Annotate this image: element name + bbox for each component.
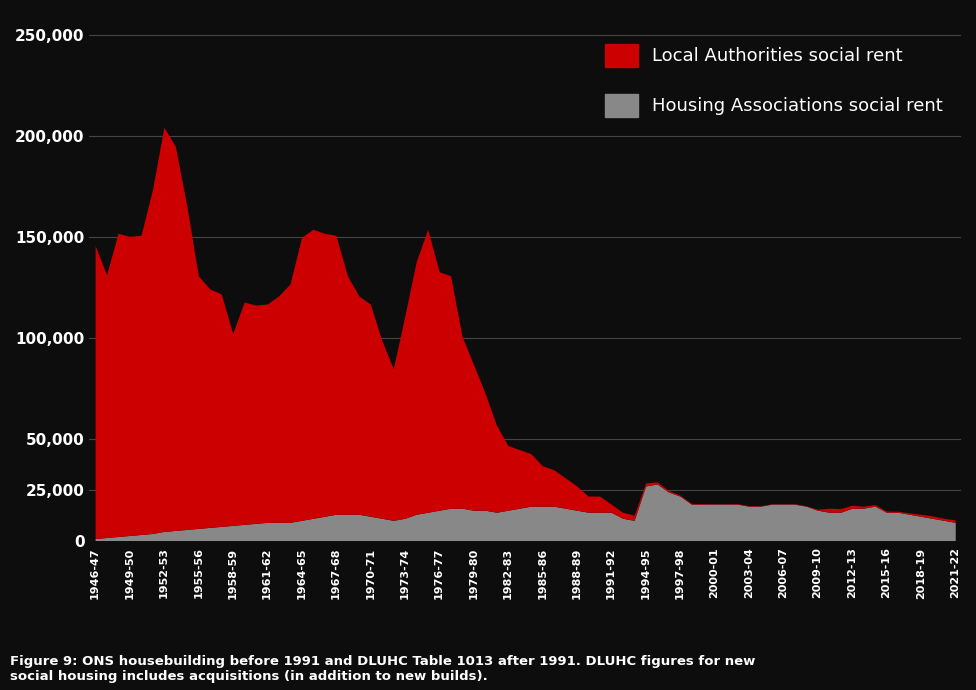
Legend: Local Authorities social rent, Housing Associations social rent: Local Authorities social rent, Housing A… bbox=[596, 34, 952, 126]
Text: Figure 9: ONS housebuilding before 1991 and DLUHC Table 1013 after 1991. DLUHC f: Figure 9: ONS housebuilding before 1991 … bbox=[10, 655, 755, 683]
